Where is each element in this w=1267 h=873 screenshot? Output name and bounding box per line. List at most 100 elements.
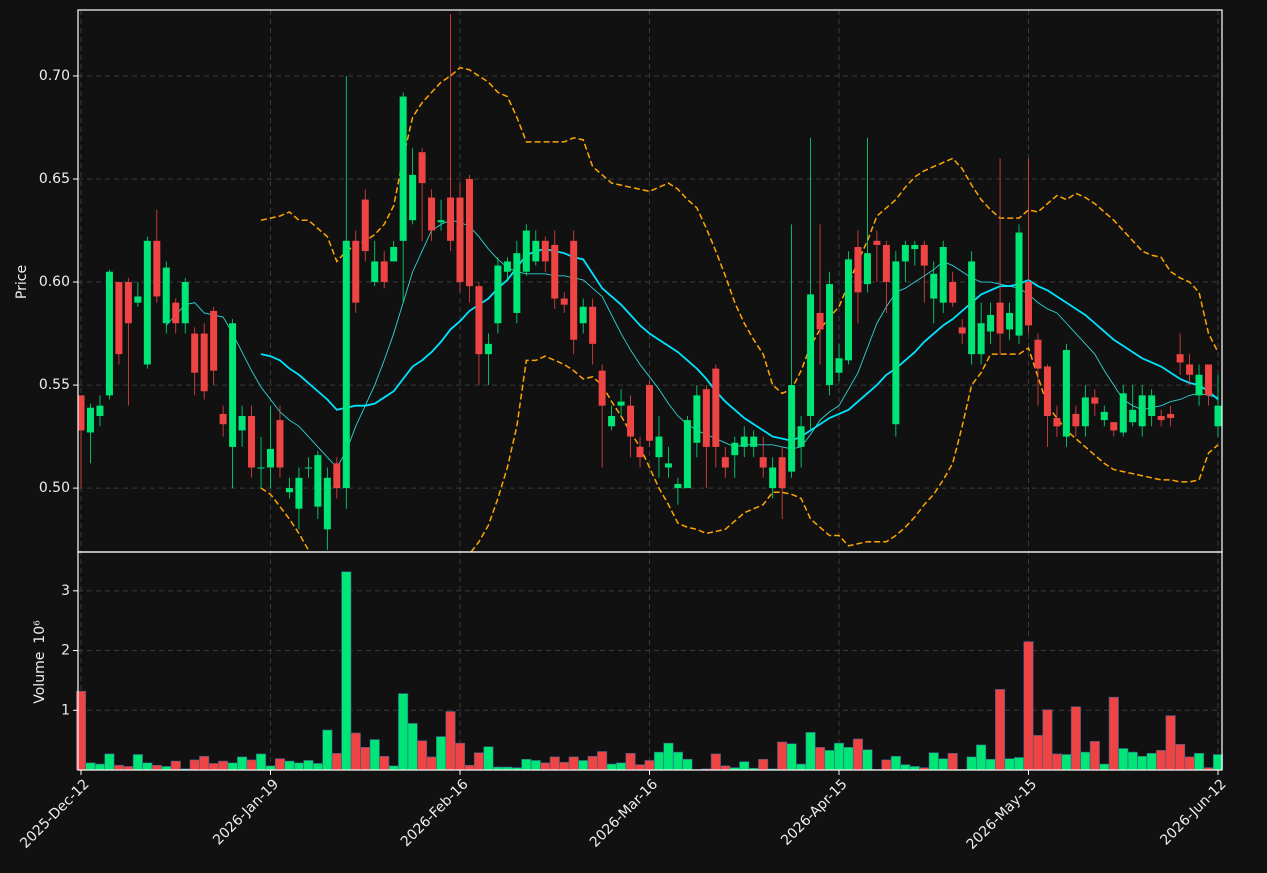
volume-bar: [796, 763, 807, 771]
candle-body: [229, 323, 237, 447]
volume-bar: [322, 729, 333, 771]
volume-bar: [815, 747, 826, 771]
candle-body: [826, 284, 834, 386]
volume-bar: [559, 761, 570, 771]
candle-body: [1072, 413, 1080, 427]
volume-bar: [1061, 754, 1072, 771]
candle-body: [1167, 413, 1175, 419]
volume-bar: [407, 723, 418, 771]
volume-bar: [549, 756, 560, 771]
volume-bar: [530, 760, 541, 771]
candle-body: [740, 436, 748, 447]
candle-body: [134, 296, 142, 303]
volume-bar: [966, 756, 977, 771]
candle-body: [409, 174, 417, 221]
candle-body: [608, 415, 616, 427]
candle-body: [655, 436, 663, 458]
candle-body: [494, 265, 502, 324]
candle-body: [522, 230, 530, 272]
candle-body: [210, 310, 218, 371]
candle-body: [513, 253, 521, 313]
candle-body: [712, 368, 720, 447]
volume-bar: [540, 762, 551, 771]
volume-bar: [1175, 744, 1186, 771]
volume-bar: [360, 747, 371, 771]
volume-bar: [1184, 756, 1195, 771]
volume-bar: [199, 755, 210, 771]
candle-body: [731, 442, 739, 456]
volume-bar: [1032, 735, 1044, 771]
candle-body: [418, 152, 426, 184]
candle-body: [1205, 364, 1213, 396]
volume-bar: [350, 732, 361, 771]
y-tick-label: 0.50: [39, 480, 70, 496]
volume-bar: [1194, 752, 1205, 771]
y-tick-label: 0.60: [39, 274, 70, 290]
candle-body: [1176, 354, 1184, 363]
candle-body: [996, 302, 1004, 334]
candle-body: [352, 240, 360, 303]
candle-body: [750, 436, 758, 447]
volume-bar: [151, 764, 162, 771]
volume-bar: [218, 760, 229, 771]
volume-bar: [369, 739, 380, 771]
candle-body: [977, 323, 985, 355]
volume-bar: [1212, 754, 1224, 771]
volume-bar: [597, 751, 608, 771]
volume-bar: [312, 763, 323, 771]
candle-body: [371, 261, 379, 283]
volume-bar: [1146, 752, 1157, 771]
candle-body: [181, 282, 189, 324]
candle-body: [314, 455, 322, 507]
y-tick-label: 2: [61, 643, 70, 659]
candle-body: [447, 197, 455, 241]
candle-body: [968, 261, 976, 355]
candle-body: [646, 385, 653, 441]
volume-bar: [644, 760, 655, 771]
candle-body: [1157, 415, 1165, 421]
volume-bar: [786, 743, 797, 771]
candle-body: [532, 240, 540, 262]
volume-bar: [1070, 706, 1081, 771]
candle-body: [399, 96, 407, 241]
volume-bar: [1051, 753, 1062, 771]
candle-body: [844, 259, 852, 361]
overlay-line: [260, 248, 1219, 442]
volume-bar: [1127, 751, 1138, 771]
volume-bar: [189, 759, 200, 771]
volume-bar: [265, 765, 276, 771]
candle-body: [560, 298, 568, 305]
candle-body: [721, 457, 729, 468]
candle-body: [267, 448, 274, 468]
volume-bar: [1118, 748, 1129, 771]
candle-body: [1119, 393, 1127, 433]
volume-bar: [1108, 696, 1119, 771]
volume-bar: [255, 753, 267, 771]
candle-body: [105, 271, 113, 396]
volume-bar: [398, 693, 409, 771]
candle-body: [1138, 395, 1146, 427]
volume-bar: [587, 755, 598, 771]
volume-bar: [900, 764, 911, 771]
candle-body: [920, 244, 928, 266]
candle-body: [958, 327, 966, 334]
volume-bar: [928, 752, 939, 771]
volume-bar: [379, 755, 390, 771]
candle-body: [854, 246, 862, 293]
candle-body: [807, 294, 815, 416]
volume-bar: [1042, 709, 1053, 771]
volume-bar: [985, 758, 996, 771]
volume-bar: [578, 760, 589, 771]
volume-bar: [274, 758, 286, 771]
candle-body: [323, 477, 331, 530]
candle-body: [475, 286, 483, 355]
candle-body: [1081, 397, 1089, 427]
volume-bar: [606, 763, 617, 771]
candle-body: [617, 401, 625, 406]
candle-body: [124, 282, 132, 324]
volume-bar: [1004, 758, 1015, 771]
volume-bar: [142, 762, 153, 771]
volume-frame: [77, 551, 1223, 771]
candle-body: [911, 244, 919, 250]
volume-bar: [881, 759, 892, 771]
